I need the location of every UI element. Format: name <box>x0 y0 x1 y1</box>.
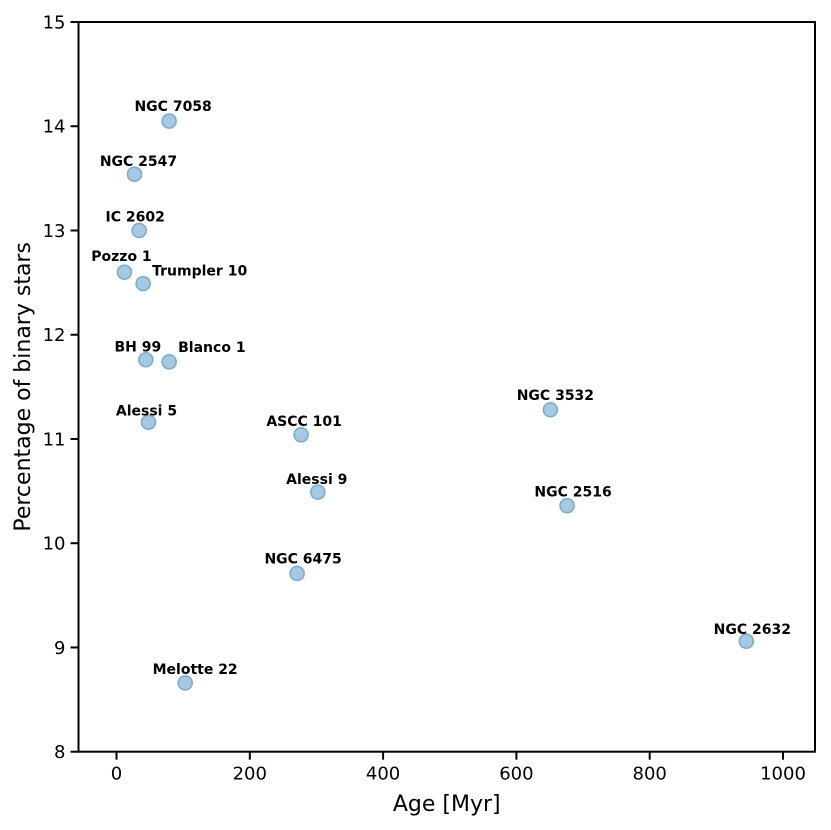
data-point-alessi-5 <box>140 414 157 431</box>
point-label-ngc-7058: NGC 7058 <box>134 99 211 115</box>
point-label-ngc-3532: NGC 3532 <box>517 388 594 404</box>
point-label-bh-99: BH 99 <box>114 340 161 356</box>
data-point-ngc-2516 <box>559 497 575 514</box>
y-axis-label: Percentage of binary stars <box>11 242 36 532</box>
point-label-blanco-1: Blanco 1 <box>178 340 245 356</box>
x-tick-label: 600 <box>499 764 533 785</box>
point-label-pozzo-1: Pozzo 1 <box>91 249 151 265</box>
x-axis-label: Age [Myr] <box>393 792 501 817</box>
point-label-alessi-5: Alessi 5 <box>116 403 177 419</box>
plot-frame <box>77 21 816 753</box>
point-label-ascc-101: ASCC 101 <box>266 414 342 430</box>
y-tick-label: 9 <box>54 638 65 659</box>
point-label-ngc-2547: NGC 2547 <box>100 154 177 170</box>
y-tick-label: 10 <box>43 534 66 555</box>
data-point-bh-99 <box>138 351 154 368</box>
data-point-ngc-2632 <box>738 633 755 650</box>
data-point-ngc-6475 <box>289 565 305 582</box>
x-tick-label: 400 <box>366 764 400 785</box>
point-label-trumpler-10: Trumpler 10 <box>152 264 247 280</box>
data-point-ngc-2547 <box>126 166 143 182</box>
x-tick-label: 200 <box>233 764 267 785</box>
point-label-alessi-9: Alessi 9 <box>286 472 347 488</box>
x-tick-label: 1000 <box>760 764 806 785</box>
point-label-ngc-2516: NGC 2516 <box>534 485 611 501</box>
y-tick-label: 15 <box>43 13 66 34</box>
x-tick-label: 0 <box>111 764 122 785</box>
y-tick-label: 8 <box>54 742 65 763</box>
point-label-ngc-2632: NGC 2632 <box>714 622 791 638</box>
data-point-ic-2602 <box>131 222 147 239</box>
point-label-ngc-6475: NGC 6475 <box>264 551 341 567</box>
y-tick-label: 14 <box>43 117 66 138</box>
point-label-melotte-22: Melotte 22 <box>153 662 238 678</box>
data-point-ngc-3532 <box>542 401 559 418</box>
y-tick-label: 12 <box>43 325 66 346</box>
data-point-melotte-22 <box>177 675 193 691</box>
data-point-blanco-1 <box>161 354 177 370</box>
data-point-ngc-7058 <box>161 113 177 129</box>
data-point-trumpler-10 <box>135 275 151 292</box>
data-point-ascc-101 <box>293 427 309 443</box>
data-point-pozzo-1 <box>116 264 133 280</box>
data-point-alessi-9 <box>309 484 326 500</box>
y-tick-label: 11 <box>43 429 66 450</box>
point-label-ic-2602: IC 2602 <box>105 209 164 225</box>
x-tick-label: 800 <box>633 764 667 785</box>
y-tick-label: 13 <box>43 221 66 242</box>
